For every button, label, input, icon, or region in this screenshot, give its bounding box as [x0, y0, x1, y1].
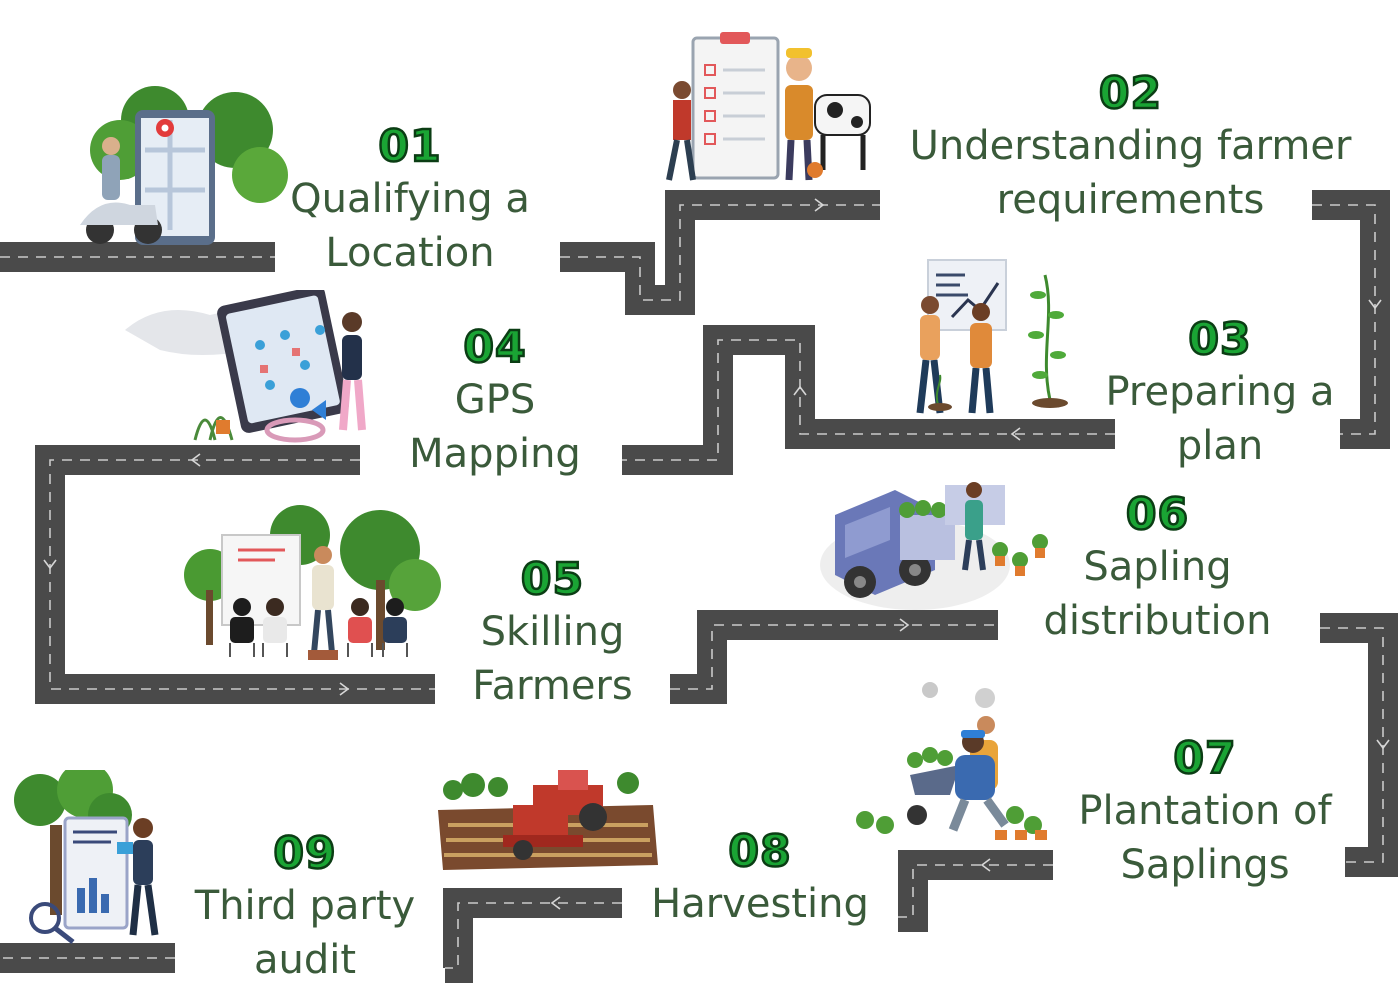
step-number: 07 — [1172, 733, 1237, 784]
step-number: 09 — [272, 828, 337, 879]
step-title: Understanding farmer — [909, 123, 1352, 169]
step-number: 03 — [1187, 314, 1252, 365]
planning-chart-icon — [890, 255, 1085, 420]
step-title-line2: Saplings — [1120, 842, 1290, 888]
step-01: 01 Qualifying a Location — [255, 121, 565, 277]
step-08: 08 Harvesting — [625, 826, 895, 928]
step-title: Sapling — [1083, 544, 1232, 590]
step-title-line2: audit — [253, 937, 357, 983]
step-06: 06 Sapling distribution — [1010, 489, 1305, 645]
step-title: Skilling — [480, 609, 625, 655]
step-number: 08 — [727, 826, 792, 877]
step-number: 05 — [520, 554, 585, 605]
road-dashes — [0, 204, 1384, 969]
step-title: Preparing a — [1105, 369, 1335, 415]
step-title: Harvesting — [651, 881, 869, 927]
direction-arrows — [43, 198, 1390, 910]
step-title: Plantation of — [1078, 788, 1332, 834]
step-title-line2: distribution — [1043, 598, 1272, 644]
step-number: 06 — [1125, 489, 1190, 540]
gps-map-icon — [120, 285, 380, 450]
step-title-line2: Farmers — [472, 663, 633, 709]
step-title-line2: plan — [1176, 423, 1264, 469]
step-title-line2: Location — [325, 230, 495, 276]
step-title-line2: requirements — [996, 177, 1265, 223]
step-05: 05 Skilling Farmers — [440, 554, 665, 710]
step-number: 04 — [462, 322, 527, 373]
step-title: Third party — [194, 883, 416, 929]
step-03: 03 Preparing a plan — [1070, 314, 1370, 470]
audit-report-icon — [5, 762, 170, 945]
farmer-checklist-icon — [665, 30, 880, 190]
scooter-map-icon — [60, 80, 290, 250]
step-07: 07 Plantation of Saplings — [1045, 733, 1365, 889]
harvester-icon — [438, 765, 658, 875]
step-number: 02 — [1098, 68, 1163, 119]
step-04: 04 GPS Mapping — [380, 322, 610, 478]
planting-wheelbarrow-icon — [855, 680, 1055, 845]
step-09: 09 Third party audit — [165, 828, 445, 984]
step-title: GPS — [454, 377, 536, 423]
delivery-truck-icon — [815, 470, 1055, 615]
step-02: 02 Understanding farmer requirements — [858, 68, 1400, 224]
step-number: 01 — [377, 121, 442, 172]
step-title-line2: Mapping — [409, 431, 581, 477]
training-session-icon — [180, 505, 445, 665]
step-title: Qualifying a — [290, 176, 530, 222]
